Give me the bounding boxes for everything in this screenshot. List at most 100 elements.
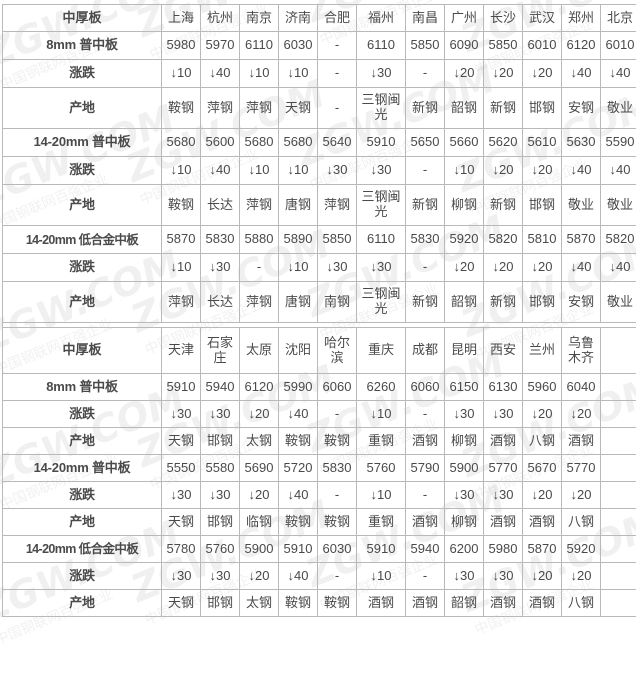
- table-row: 产地 鞍钢 长达 萍钢 唐钢 萍钢 三钢闽光 新钢 柳钢 新钢 邯钢 敬业 敬业: [2, 184, 636, 226]
- price-cell: 5970: [200, 31, 240, 60]
- change-cell: ↓20: [483, 156, 523, 185]
- origin-cell: 邯钢: [522, 87, 562, 129]
- change-cell: -: [317, 400, 357, 428]
- change-cell: ↓40: [600, 59, 636, 88]
- row-label: 产地: [2, 281, 162, 323]
- price-cell: 5550: [161, 454, 201, 482]
- change-cell: ↓20: [561, 400, 601, 428]
- change-cell: ↓20: [522, 253, 562, 282]
- change-cell: ↓40: [278, 400, 318, 428]
- row-label: 涨跌: [2, 156, 162, 185]
- change-cell: ↓10: [239, 156, 279, 185]
- price-cell: [600, 535, 636, 563]
- change-cell: ↓20: [444, 59, 484, 88]
- price-cell: 6200: [444, 535, 484, 563]
- change-cell: ↓30: [483, 481, 523, 509]
- change-cell: [600, 481, 636, 509]
- row-label: 14-20mm 普中板: [2, 454, 162, 482]
- origin-cell: 柳钢: [444, 184, 484, 226]
- origin-cell: 八钢: [561, 589, 601, 617]
- table-row: 产地 鞍钢 萍钢 萍钢 天钢 - 三钢闽光 新钢 韶钢 新钢 邯钢 安钢 敬业: [2, 87, 636, 129]
- table-row: 14-20mm 普中板 5550 5580 5690 5720 5830 5760 5790 5…: [2, 454, 636, 482]
- row-label: 8mm 普中板: [2, 31, 162, 60]
- column-header-city: 广州: [444, 4, 484, 32]
- row-label: 产地: [2, 589, 162, 617]
- origin-cell: [600, 508, 636, 536]
- row-label: 14-20mm 低合金中板: [2, 535, 162, 563]
- origin-cell: 鞍钢: [317, 508, 357, 536]
- price-cell: 5910: [161, 373, 201, 401]
- change-cell: ↓20: [561, 562, 601, 590]
- origin-cell: 天钢: [161, 427, 201, 455]
- price-cell: 5640: [317, 128, 357, 157]
- change-cell: ↓10: [356, 562, 406, 590]
- row-label: 涨跌: [2, 253, 162, 282]
- column-header-city: [600, 327, 636, 374]
- price-cell: [600, 454, 636, 482]
- column-header-city: 天津: [161, 327, 201, 374]
- change-cell: ↓20: [239, 400, 279, 428]
- origin-cell: 新钢: [483, 281, 523, 323]
- change-cell: -: [239, 253, 279, 282]
- change-cell: -: [405, 481, 445, 509]
- column-header-city: 武汉: [522, 4, 562, 32]
- price-cell: 5790: [405, 454, 445, 482]
- price-cell: 5830: [317, 454, 357, 482]
- row-label: 产地: [2, 184, 162, 226]
- price-cell: 5670: [522, 454, 562, 482]
- price-cell: 6030: [317, 535, 357, 563]
- change-cell: -: [405, 156, 445, 185]
- origin-cell: 新钢: [405, 281, 445, 323]
- price-cell: 5620: [483, 128, 523, 157]
- origin-cell: 天钢: [161, 589, 201, 617]
- price-cell: 5720: [278, 454, 318, 482]
- row-label: 产地: [2, 508, 162, 536]
- column-header-city: 成都: [405, 327, 445, 374]
- row-label: 涨跌: [2, 400, 162, 428]
- price-cell: 5920: [561, 535, 601, 563]
- price-cell: 6040: [561, 373, 601, 401]
- price-cell: 6060: [405, 373, 445, 401]
- origin-cell: 三钢闽光: [356, 87, 406, 129]
- origin-cell: 酒钢: [483, 589, 523, 617]
- change-cell: -: [405, 59, 445, 88]
- column-header-city: 上海: [161, 4, 201, 32]
- change-cell: ↓40: [278, 562, 318, 590]
- price-cell: 5870: [522, 535, 562, 563]
- origin-cell: 南钢: [317, 281, 357, 323]
- origin-cell: 鞍钢: [278, 427, 318, 455]
- column-header-city: 北京: [600, 4, 636, 32]
- origin-cell: 太钢: [239, 589, 279, 617]
- change-cell: ↓30: [317, 253, 357, 282]
- origin-cell: 邯钢: [522, 281, 562, 323]
- row-label: 涨跌: [2, 562, 162, 590]
- origin-cell: 敬业: [600, 184, 636, 226]
- price-cell: 5890: [278, 225, 318, 254]
- change-cell: ↓10: [278, 253, 318, 282]
- price-cell: 5650: [405, 128, 445, 157]
- price-cell: 6110: [356, 225, 406, 254]
- column-header-city: 南京: [239, 4, 279, 32]
- change-cell: ↓10: [356, 400, 406, 428]
- change-cell: ↓20: [483, 253, 523, 282]
- origin-cell: 唐钢: [278, 184, 318, 226]
- origin-cell: 酒钢: [522, 589, 562, 617]
- table-row: 涨跌 ↓10 ↓40 ↓10 ↓10- ↓30- ↓20 ↓20 ↓20 ↓40 ↓40: [2, 59, 636, 88]
- origin-cell: 柳钢: [444, 427, 484, 455]
- row-label: 涨跌: [2, 481, 162, 509]
- origin-cell: 酒钢: [356, 589, 406, 617]
- origin-cell: 韶钢: [444, 589, 484, 617]
- price-cell: 6090: [444, 31, 484, 60]
- origin-cell: 萍钢: [239, 87, 279, 129]
- origin-cell: 酒钢: [483, 508, 523, 536]
- change-cell: ↓30: [444, 481, 484, 509]
- change-cell: ↓20: [522, 156, 562, 185]
- row-label: 8mm 普中板: [2, 373, 162, 401]
- change-cell: ↓30: [200, 562, 240, 590]
- table-row: 产地 天钢 邯钢 太钢 鞍钢 鞍钢 重钢 酒钢 柳钢 酒钢 八钢 酒钢: [2, 427, 636, 455]
- change-cell: ↓40: [200, 59, 240, 88]
- price-cell: 6110: [239, 31, 279, 60]
- price-cell: 5680: [161, 128, 201, 157]
- price-cell: 6150: [444, 373, 484, 401]
- origin-cell: 酒钢: [522, 508, 562, 536]
